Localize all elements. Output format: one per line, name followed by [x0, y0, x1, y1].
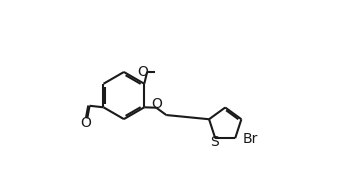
Text: O: O: [81, 116, 92, 130]
Text: O: O: [138, 65, 148, 79]
Text: O: O: [151, 97, 162, 111]
Text: S: S: [210, 135, 219, 149]
Text: Br: Br: [242, 132, 258, 146]
